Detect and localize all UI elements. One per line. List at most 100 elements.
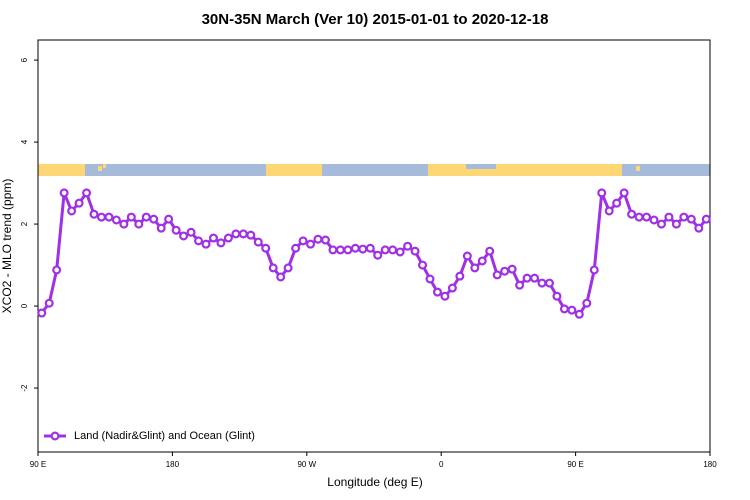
data-point: [276, 272, 286, 282]
land-ocean-strip: [38, 164, 710, 176]
data-point: [656, 219, 666, 229]
data-point: [612, 198, 622, 208]
x-tick-label: 90 E: [567, 460, 583, 469]
data-point: [306, 239, 316, 249]
data-point: [515, 280, 525, 290]
x-tick-label: 0: [439, 460, 444, 469]
data-point: [141, 212, 151, 222]
data-point: [701, 214, 711, 224]
data-point: [74, 198, 84, 208]
data-point: [686, 214, 696, 224]
data-point: [111, 215, 121, 225]
data-point: [530, 273, 540, 283]
data-point: [82, 188, 92, 198]
data-point: [477, 256, 487, 266]
data-point: [604, 206, 614, 216]
data-point: [403, 241, 413, 251]
data-point: [619, 188, 629, 198]
y-tick-label: 0: [20, 303, 29, 308]
data-point: [582, 298, 592, 308]
data-point: [179, 231, 189, 241]
x-tick-label: 90 W: [297, 460, 316, 469]
data-point: [171, 225, 181, 235]
plot-frame: [37, 39, 711, 453]
data-point: [418, 260, 428, 270]
data-point: [223, 233, 233, 243]
data-point: [268, 263, 278, 273]
data-point: [37, 308, 47, 318]
data-point: [373, 250, 383, 260]
data-point: [649, 215, 659, 225]
chart-title: 30N-35N March (Ver 10) 2015-01-01 to 202…: [202, 11, 549, 28]
data-point: [485, 246, 495, 256]
data-point: [253, 237, 263, 247]
data-point: [455, 271, 465, 281]
data-point: [679, 212, 689, 222]
data-point: [164, 214, 174, 224]
data-point: [597, 188, 607, 198]
data-point: [589, 265, 599, 275]
data-point: [186, 227, 196, 237]
data-point: [380, 245, 390, 255]
data-point: [89, 209, 99, 219]
data-point: [627, 209, 637, 219]
data-point: [664, 212, 674, 222]
data-point: [574, 309, 584, 319]
data-point: [59, 188, 69, 198]
y-axis-label: XCO2 - MLO trend (ppm): [0, 179, 14, 314]
data-point: [694, 223, 704, 233]
data-point: [537, 278, 547, 288]
y-tick-label: 6: [20, 57, 29, 62]
x-tick-label: 180: [703, 460, 717, 469]
data-point: [156, 223, 166, 233]
data-point: [343, 245, 353, 255]
data-point: [320, 235, 330, 245]
data-point: [410, 246, 420, 256]
data-point: [507, 264, 517, 274]
data-point: [395, 247, 405, 257]
x-axis-label: Longitude (deg E): [327, 475, 422, 489]
data-point: [261, 243, 271, 253]
data-point: [440, 291, 450, 301]
data-point: [208, 233, 218, 243]
data-point: [298, 236, 308, 246]
y-tick-label: 2: [20, 221, 29, 226]
data-point: [283, 263, 293, 273]
data-point: [642, 212, 652, 222]
data-point: [492, 270, 502, 280]
data-point: [552, 291, 562, 301]
data-point: [126, 212, 136, 222]
data-point: [671, 219, 681, 229]
data-point: [544, 278, 554, 288]
data-point: [365, 243, 375, 253]
data-point: [44, 298, 54, 308]
data-point: [470, 263, 480, 273]
x-tick-label: 180: [166, 460, 180, 469]
data-point: [447, 283, 457, 293]
legend-label: Land (Nadir&Glint) and Ocean (Glint): [74, 430, 255, 442]
data-point: [104, 212, 114, 222]
y-tick-label: -2: [20, 384, 29, 392]
data-point: [119, 219, 129, 229]
data-point: [216, 238, 226, 248]
data-point: [149, 214, 159, 224]
data-point: [358, 244, 368, 254]
data-point: [462, 251, 472, 261]
data-point: [432, 287, 442, 297]
data-point: [246, 230, 256, 240]
data-point: [231, 229, 241, 239]
data-point: [634, 212, 644, 222]
data-point: [134, 219, 144, 229]
data-point: [201, 239, 211, 249]
y-tick-label: 4: [20, 139, 29, 144]
data-point: [559, 304, 569, 314]
x-tick-label: 90 E: [30, 460, 46, 469]
legend-marker: [50, 431, 60, 441]
data-point: [194, 236, 204, 246]
data-point: [350, 243, 360, 253]
data-point: [567, 305, 577, 315]
data-point: [67, 206, 77, 216]
data-point: [335, 245, 345, 255]
data-point: [522, 273, 532, 283]
